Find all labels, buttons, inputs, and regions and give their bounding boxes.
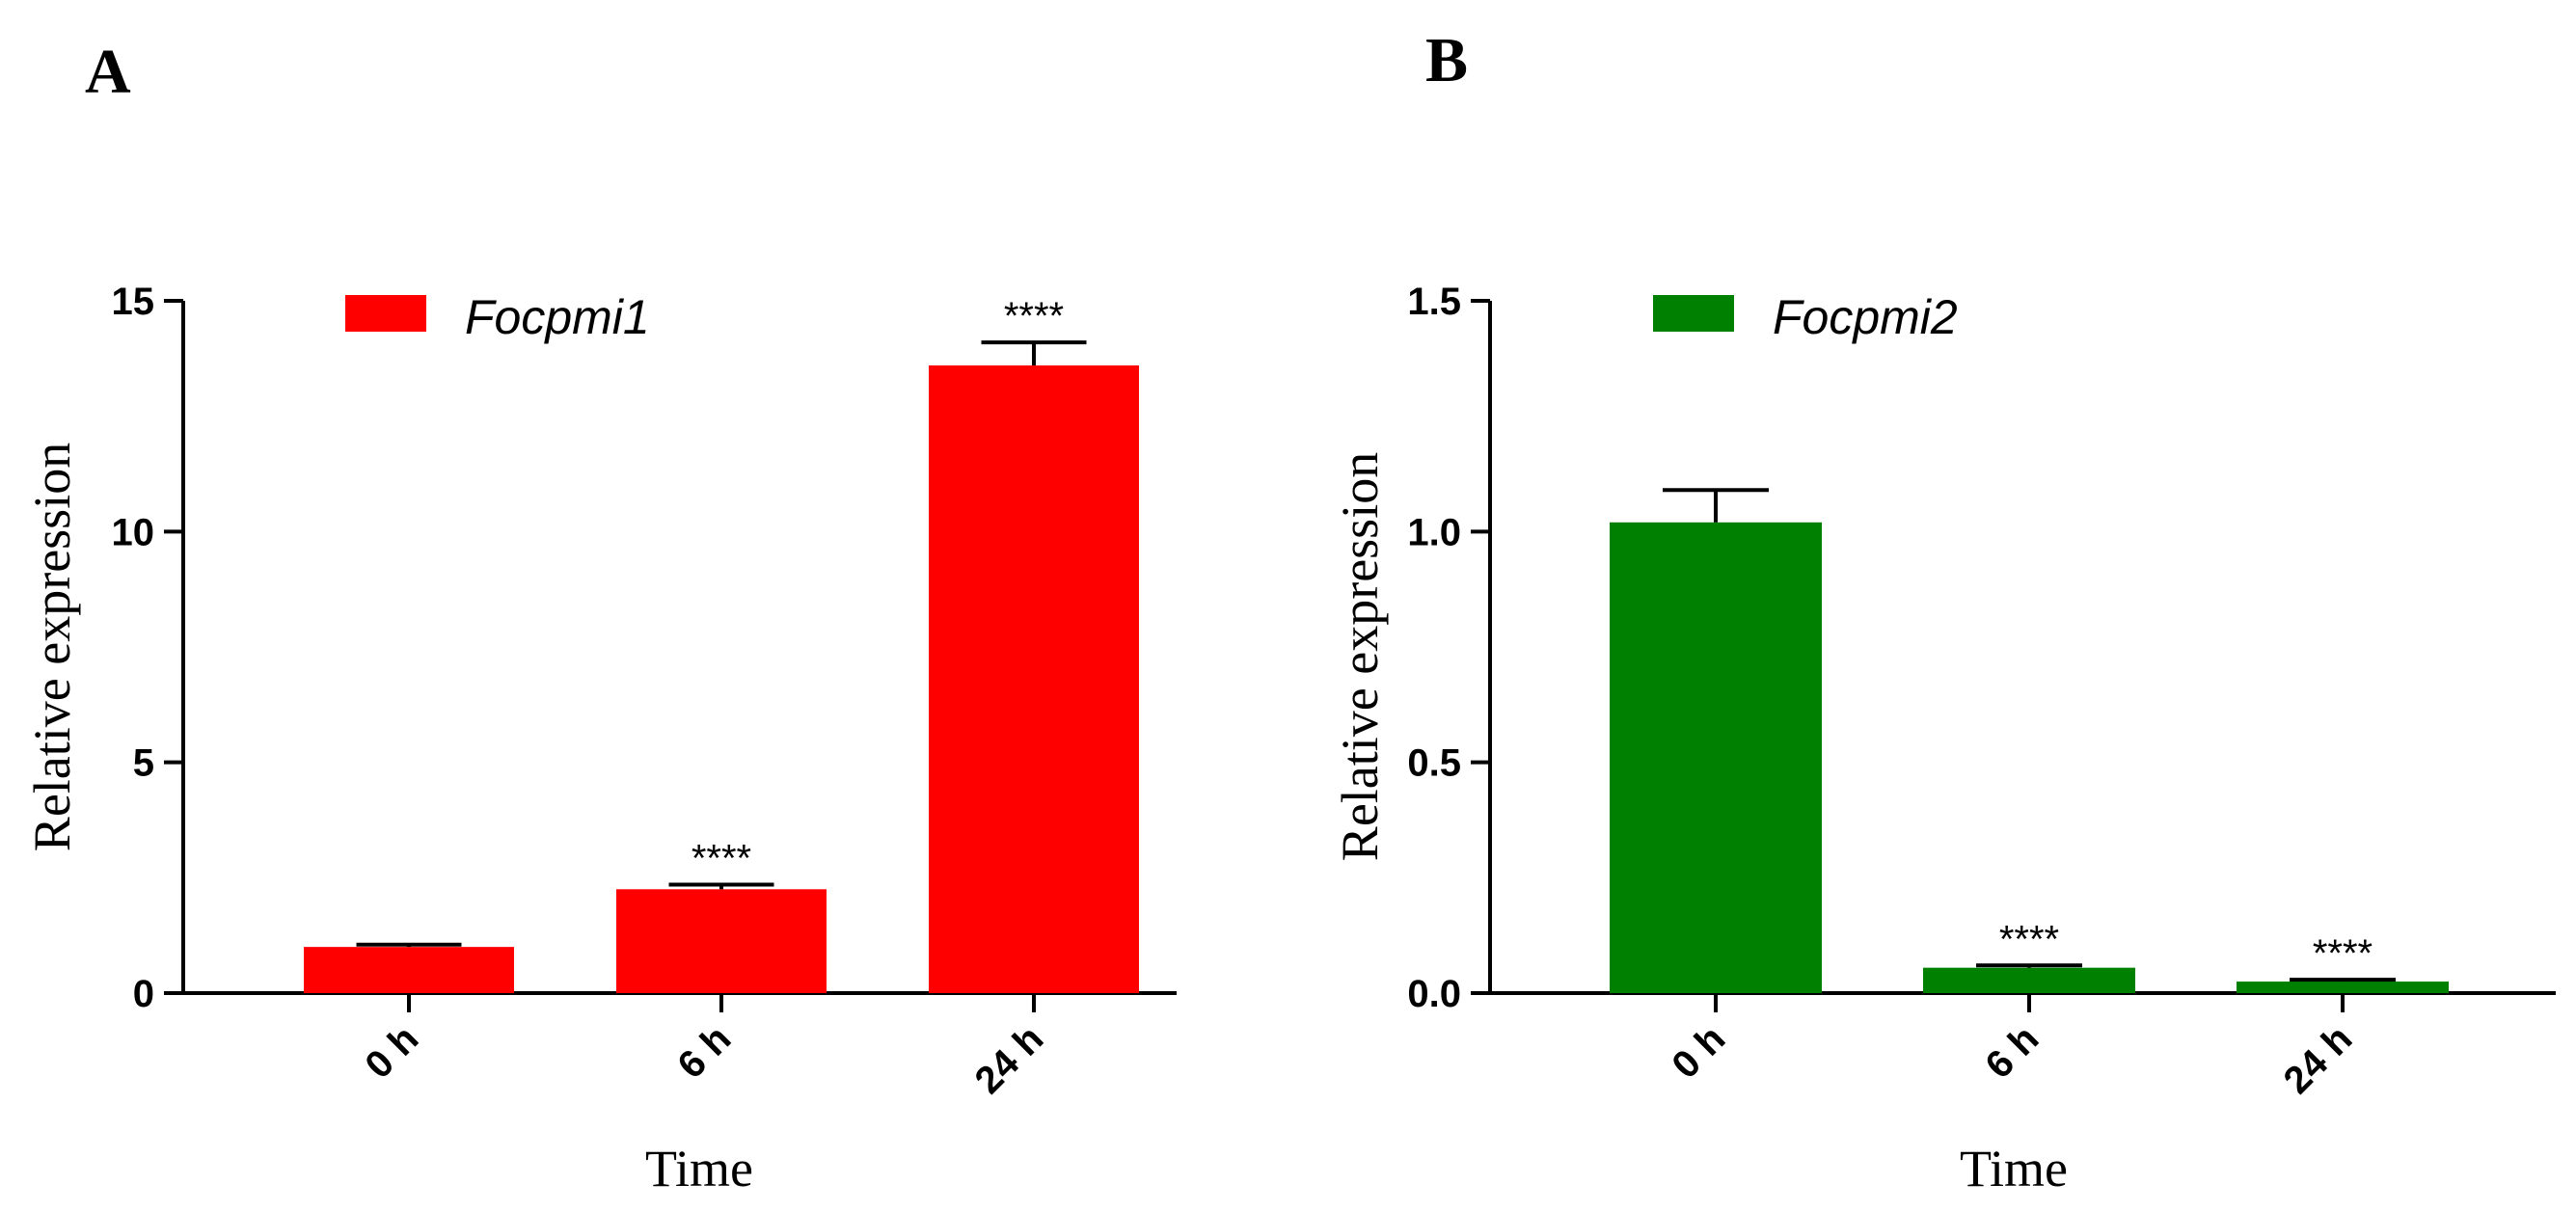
legend-label-b: Focpmi2 (1773, 290, 1958, 344)
bar-a (929, 365, 1139, 994)
category-label-b: 24 h (2276, 1017, 2361, 1102)
plot-b: 0.0 0.5 1.0 1.5 0 h **** 6 h **** 24 h Focpmi2 Rel… (1331, 281, 2556, 1198)
legend-swatch-b (1653, 295, 1734, 332)
plot-a: 0 5 10 15 0 h **** 6 h **** 24 h Focpmi1 Relative … (23, 281, 1177, 1198)
panel-a: A 0 5 10 15 0 h **** 6 h **** 24 h Focpmi1 Relativ… (23, 37, 1177, 1198)
x-axis-title-a: Time (645, 1140, 753, 1198)
y-axis-title-a: Relative expression (23, 443, 81, 851)
y-tick-label-a: 0 (133, 973, 154, 1015)
significance-label-a: **** (691, 838, 751, 880)
y-tick-label-b: 0.5 (1407, 742, 1461, 785)
significance-label-b: **** (2313, 932, 2373, 975)
category-label-a: 6 h (669, 1017, 739, 1087)
bar-a (616, 889, 827, 993)
x-axis-title-b: Time (1960, 1140, 2068, 1198)
bar-b (1923, 967, 2135, 993)
bar-b (1610, 522, 1822, 993)
significance-label-b: **** (1999, 918, 2059, 960)
panel-label-b: B (1425, 25, 1468, 95)
bar-a (304, 947, 514, 993)
panel-b: B 0.0 0.5 1.0 1.5 0 h **** 6 h **** 24 h Focpmi2 R… (1331, 25, 2556, 1198)
legend-swatch-a (345, 295, 426, 332)
category-label-a: 24 h (967, 1017, 1052, 1102)
y-tick-label-b: 1.0 (1407, 511, 1461, 553)
y-tick-label-b: 0.0 (1407, 973, 1461, 1015)
y-tick-label-b: 1.5 (1407, 281, 1461, 323)
panel-label-a: A (85, 37, 131, 107)
y-axis-title-b: Relative expression (1331, 452, 1389, 861)
category-label-a: 0 h (357, 1017, 426, 1087)
significance-label-a: **** (1004, 295, 1064, 337)
category-label-b: 0 h (1664, 1017, 1733, 1087)
y-tick-label-a: 5 (133, 742, 154, 785)
y-tick-label-a: 10 (112, 511, 155, 553)
category-label-b: 6 h (1977, 1017, 2047, 1087)
legend-label-a: Focpmi1 (465, 290, 650, 344)
y-tick-label-a: 15 (112, 281, 155, 323)
bar-b (2237, 982, 2449, 993)
